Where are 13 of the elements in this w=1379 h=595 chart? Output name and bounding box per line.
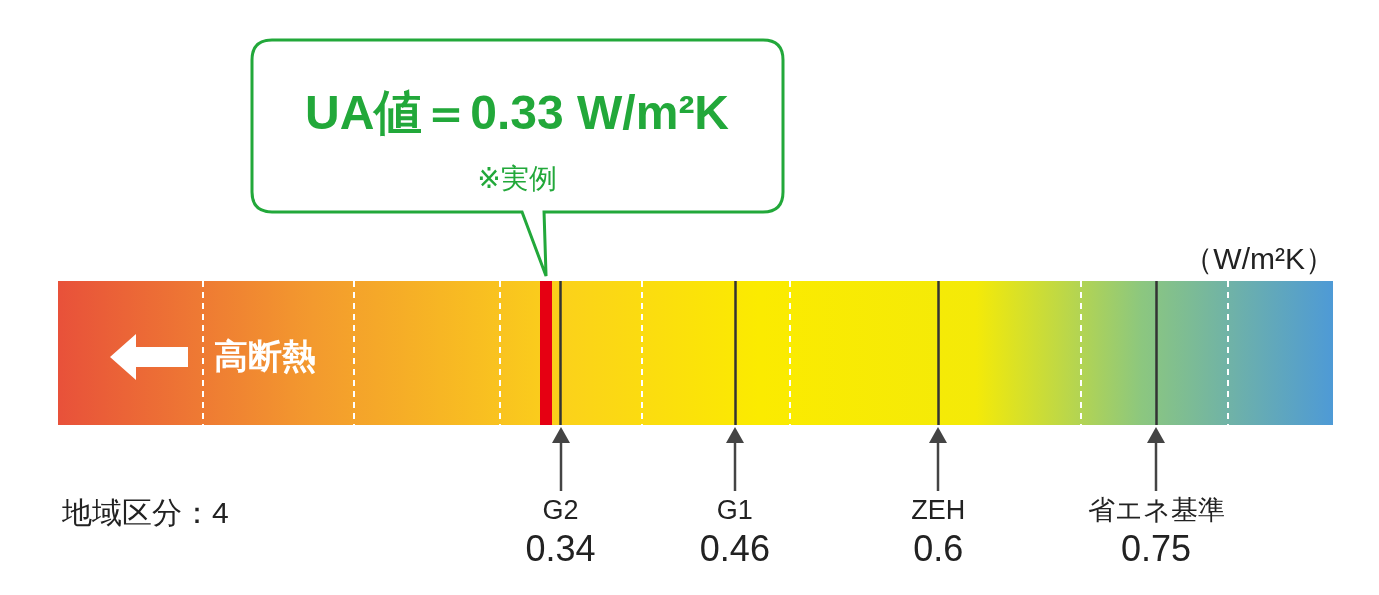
category-label: ZEH (911, 495, 966, 525)
text: 地域区分：4 (61, 495, 229, 529)
text: ※実例 (477, 162, 557, 194)
data-label: 0.46 (699, 527, 770, 569)
category-label: 省エネ基準 (1087, 495, 1225, 525)
data-label: 0.75 (1121, 527, 1192, 569)
category-label: G2 (542, 495, 579, 525)
data-label: 0.6 (913, 527, 964, 569)
text: （W/m²K） (1183, 241, 1335, 275)
category-label: G1 (716, 495, 753, 525)
data-label: UA値＝0.33 W/m²K (304, 85, 730, 139)
text: 高断熱 (214, 337, 316, 375)
data-label: 0.34 (525, 527, 596, 569)
